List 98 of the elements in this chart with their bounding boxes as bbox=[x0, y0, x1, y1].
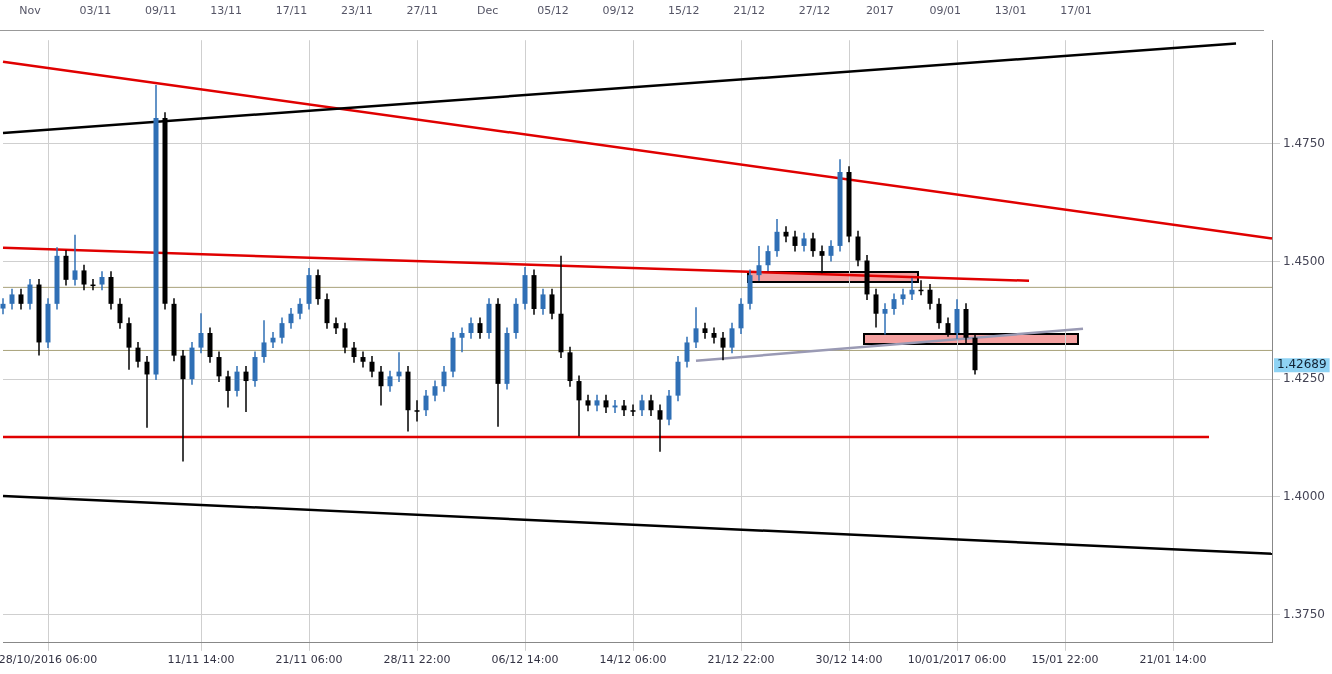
candlestick bbox=[783, 225, 789, 243]
candlestick bbox=[27, 278, 33, 311]
candlestick bbox=[549, 288, 555, 321]
text: 09/12 bbox=[602, 4, 635, 17]
candlestick bbox=[351, 341, 357, 364]
candlestick bbox=[819, 244, 825, 274]
candlestick bbox=[711, 326, 717, 345]
candlestick bbox=[792, 230, 798, 253]
candlestick bbox=[720, 331, 726, 362]
text: 2017 bbox=[865, 4, 894, 17]
candlestick bbox=[180, 349, 186, 463]
x-tick-label: 28/10/2016 06:00 bbox=[0, 653, 98, 667]
candlestick bbox=[468, 316, 474, 340]
candlestick bbox=[369, 355, 375, 379]
candlestick bbox=[234, 365, 240, 398]
candlestick bbox=[0, 297, 6, 315]
y-tick-label: 1.4500 bbox=[1283, 253, 1326, 268]
x-tick-label: 14/12 06:00 bbox=[599, 653, 667, 667]
candlestick bbox=[135, 341, 141, 369]
candlestick bbox=[360, 350, 366, 369]
candlestick bbox=[198, 312, 204, 355]
candlestick bbox=[225, 369, 231, 409]
candlestick bbox=[342, 321, 348, 355]
text: 03/11 bbox=[79, 4, 112, 17]
candlestick bbox=[576, 374, 582, 437]
text: 23/11 bbox=[341, 4, 373, 17]
candlestick bbox=[891, 292, 897, 316]
text: Nov bbox=[19, 4, 41, 17]
text: 09/11 bbox=[144, 4, 177, 17]
candlestick bbox=[657, 403, 663, 453]
candlestick bbox=[693, 306, 699, 349]
candlestick bbox=[423, 389, 429, 417]
candlestick bbox=[729, 321, 735, 355]
candlestick bbox=[936, 297, 942, 330]
x-tick-label: 21/12 22:00 bbox=[707, 653, 775, 667]
candlestick bbox=[387, 369, 393, 393]
candlestick bbox=[477, 316, 483, 340]
candlestick bbox=[459, 326, 465, 354]
candlestick bbox=[288, 307, 294, 330]
text: 27/11 bbox=[406, 4, 439, 17]
y-tick-label: 1.3750 bbox=[1283, 606, 1326, 621]
candlestick bbox=[72, 233, 78, 287]
x-tick-label: 21/01 14:00 bbox=[1139, 653, 1207, 667]
candlestick bbox=[630, 403, 636, 417]
x-tick-label: 30/12 14:00 bbox=[815, 653, 883, 667]
candlestick bbox=[603, 393, 609, 414]
candlestick bbox=[702, 321, 708, 340]
candlestick bbox=[432, 379, 438, 403]
candlestick bbox=[297, 297, 303, 321]
candlestick bbox=[756, 245, 762, 282]
candlestick bbox=[243, 365, 249, 413]
text: Dec bbox=[476, 4, 499, 17]
candlestick bbox=[774, 218, 780, 258]
candlestick bbox=[414, 399, 420, 423]
candlestick bbox=[540, 288, 546, 316]
candlestick bbox=[639, 393, 645, 417]
text: 17/01 bbox=[1060, 4, 1092, 17]
text: 13/01 bbox=[994, 4, 1027, 17]
candlestick bbox=[801, 232, 807, 253]
y-tick-label: 1.4750 bbox=[1283, 135, 1326, 150]
text: 09/01 bbox=[929, 4, 962, 17]
candlestick bbox=[261, 319, 267, 364]
candlestick bbox=[378, 365, 384, 407]
candlestick bbox=[900, 288, 906, 306]
y-tick-label: 1.4000 bbox=[1283, 488, 1326, 503]
x-tick-label: 10/01/2017 06:00 bbox=[907, 653, 1007, 667]
candlestick bbox=[828, 239, 834, 263]
x-tick-label: 06/12 14:00 bbox=[491, 653, 559, 667]
text: 21/12 bbox=[733, 4, 765, 17]
x-tick-label: 28/11 22:00 bbox=[383, 653, 451, 667]
text: 27/12 bbox=[798, 4, 831, 17]
x-tick-label: 11/11 14:00 bbox=[167, 653, 235, 667]
candlestick bbox=[117, 297, 123, 330]
text: 15/12 bbox=[667, 4, 700, 17]
candlestick bbox=[765, 244, 771, 272]
text: 05/12 bbox=[537, 4, 569, 17]
candlestick bbox=[945, 316, 951, 338]
candlestick bbox=[9, 288, 15, 311]
candlestick bbox=[18, 288, 24, 311]
text: 13/11 bbox=[210, 4, 242, 17]
candlestick bbox=[441, 365, 447, 393]
text: 1.42689 bbox=[1277, 357, 1327, 372]
candlestick bbox=[81, 264, 87, 291]
candlestick bbox=[927, 283, 933, 311]
candlestick bbox=[810, 232, 816, 258]
candlestick bbox=[144, 355, 150, 429]
candlestick bbox=[216, 350, 222, 383]
text: 17/11 bbox=[275, 4, 308, 17]
y-tick-label: 1.4250 bbox=[1283, 371, 1326, 386]
candlestick bbox=[648, 393, 654, 417]
candlestick bbox=[684, 336, 690, 369]
candlestick bbox=[279, 316, 285, 345]
x-tick-label: 15/01 22:00 bbox=[1031, 653, 1099, 667]
candlestick bbox=[333, 316, 339, 335]
candlestick bbox=[873, 288, 879, 329]
x-tick-label: 21/11 06:00 bbox=[275, 653, 343, 667]
candlestick bbox=[99, 270, 105, 291]
candlestick bbox=[882, 302, 888, 336]
